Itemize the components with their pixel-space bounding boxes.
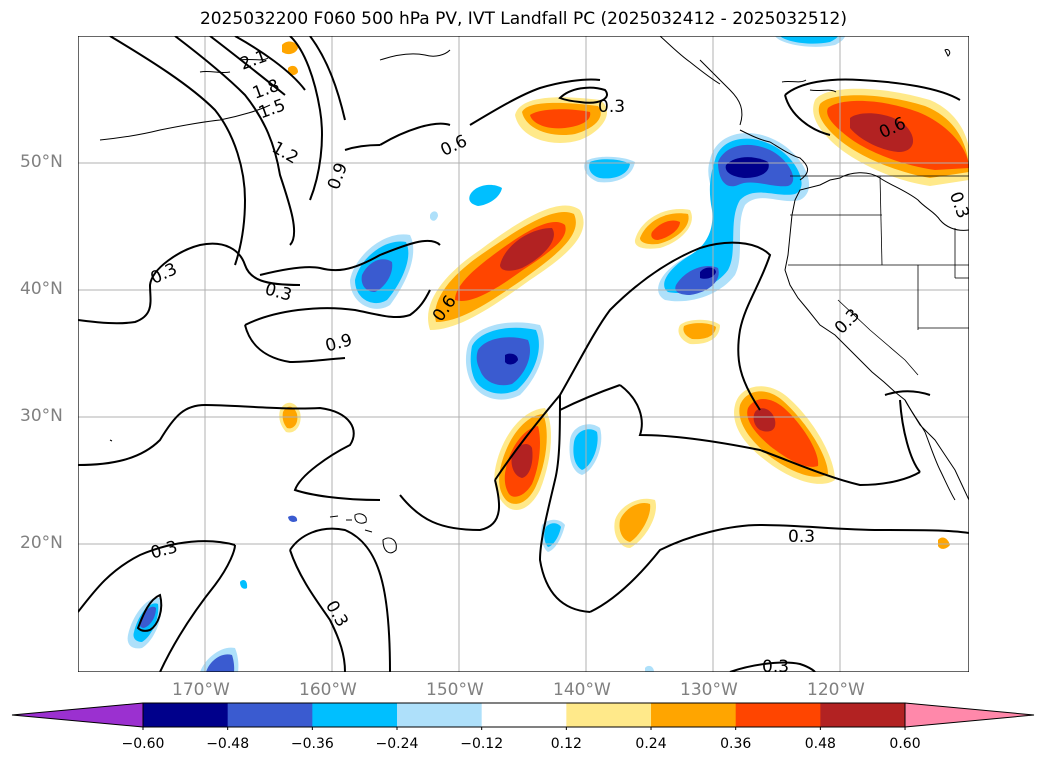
state-borders xyxy=(788,175,969,376)
negative-anomaly-layer xyxy=(127,36,845,672)
contour-label: 0.3 xyxy=(598,97,625,117)
lat-label-40n: 40°N xyxy=(20,279,63,299)
colorbar-segment xyxy=(820,703,906,727)
colorbar-segments xyxy=(12,703,1034,727)
anomaly-right-center xyxy=(734,386,835,484)
colorbar-segment xyxy=(481,703,567,727)
colorbar-segment xyxy=(566,703,652,727)
anomaly-cyan-small xyxy=(127,36,845,672)
colorbar-tick-label: −0.36 xyxy=(290,736,334,752)
colorbar-tick-label: 0.36 xyxy=(720,736,752,752)
lon-label-130w: 130°W xyxy=(680,680,738,700)
lon-label-120w: 120°W xyxy=(807,680,865,700)
colorbar-tick-label: −0.24 xyxy=(375,736,419,752)
anomaly-central-blue xyxy=(465,322,544,400)
colorbar-segment xyxy=(312,703,398,727)
map-title: 2025032200 F060 500 hPa PV, IVT Landfall… xyxy=(199,9,847,29)
colorbar-extend-max xyxy=(905,703,1034,727)
anomaly-lower-center xyxy=(494,408,552,510)
colorbar-tick-label: −0.60 xyxy=(121,736,165,752)
coastlines xyxy=(99,36,969,554)
colorbar-tick-label: 0.24 xyxy=(635,736,667,752)
lon-label-150w: 150°W xyxy=(426,680,484,700)
colorbar-segment xyxy=(735,703,821,727)
lat-label-50n: 50°N xyxy=(20,152,63,172)
colorbar-segment xyxy=(397,703,483,727)
colorbar-tick-label: 0.12 xyxy=(550,736,582,752)
lon-label-140w: 140°W xyxy=(553,680,611,700)
colorbar-tick-label: −0.48 xyxy=(206,736,250,752)
anomaly-top-center xyxy=(515,97,608,143)
anomaly-central-band xyxy=(428,205,584,330)
lon-label-160w: 160°W xyxy=(299,680,357,700)
contour-label: 0.3 xyxy=(788,527,815,547)
colorbar-extend-min xyxy=(12,703,143,727)
colorbar-tick-label: 0.60 xyxy=(889,736,921,752)
positive-anomaly-layer xyxy=(279,41,969,549)
pv-contours xyxy=(78,36,969,672)
anomaly-small-mid xyxy=(634,209,692,249)
colorbar-segment xyxy=(651,703,737,727)
lon-label-170w: 170°W xyxy=(172,680,230,700)
anomaly-small-cluster xyxy=(279,41,950,549)
lat-label-30n: 30°N xyxy=(20,406,63,426)
colorbar-tick-label: −0.12 xyxy=(460,736,504,752)
colorbar-segment xyxy=(227,703,313,727)
map-panel: 2.1 1.8 1.5 1.2 0.9 0.6 0.3 0.3 0.9 0.6 … xyxy=(78,36,969,672)
colorbar xyxy=(11,702,1035,730)
contour-label: 0.3 xyxy=(762,657,789,672)
colorbar-segment xyxy=(143,703,229,727)
lat-label-20n: 20°N xyxy=(20,533,63,553)
anomaly-nw-coast xyxy=(658,132,810,302)
anomaly-top-right xyxy=(813,88,969,186)
colorbar-tick-label: 0.48 xyxy=(804,736,836,752)
